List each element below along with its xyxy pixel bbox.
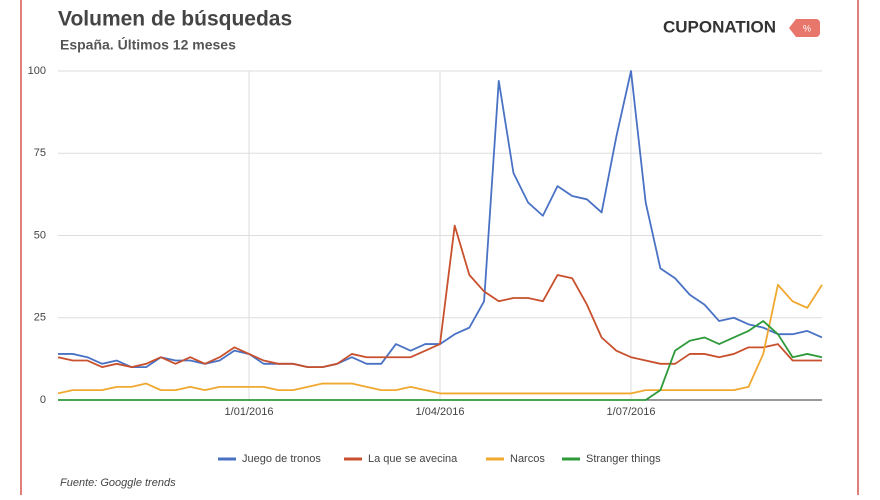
series-line — [57, 224, 822, 368]
y-tick-label: 75 — [34, 147, 46, 159]
chart-title: Volumen de búsquedas — [58, 8, 292, 31]
legend-label: Stranger things — [586, 453, 661, 465]
x-tick-label: 1/01/2016 — [225, 406, 274, 418]
series-line — [58, 320, 823, 401]
y-tick-label: 50 — [34, 229, 46, 241]
chart-subtitle: España. Últimos 12 meses — [60, 36, 236, 53]
logo-tag: % — [789, 19, 820, 37]
x-tick-label: 1/04/2016 — [416, 406, 465, 418]
legend-label: Narcos — [510, 453, 545, 465]
y-tick-label: 0 — [40, 394, 46, 406]
legend-label: La que se avecina — [368, 453, 458, 465]
source: Fuente: Googgle trends — [60, 477, 176, 489]
logo: CUPONATION — [663, 17, 776, 36]
y-tick-label: 100 — [28, 65, 46, 77]
series-line — [57, 283, 823, 395]
x-tick-label: 1/07/2016 — [607, 406, 656, 418]
legend-label: Juego de tronos — [242, 453, 321, 465]
svg-text:%: % — [803, 23, 811, 33]
y-tick-label: 25 — [34, 312, 46, 324]
